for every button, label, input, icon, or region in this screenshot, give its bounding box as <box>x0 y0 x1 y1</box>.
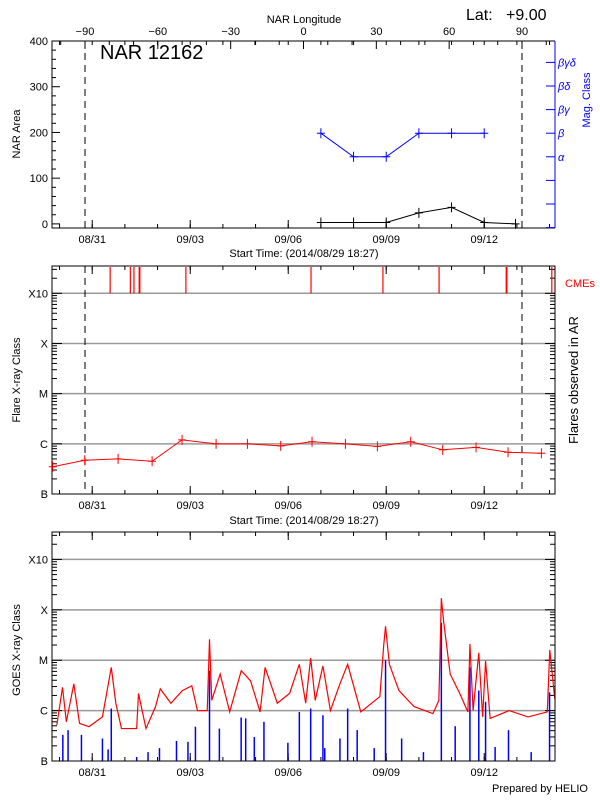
area-point <box>382 217 391 228</box>
flare-point <box>80 455 89 466</box>
flare-point <box>178 434 187 445</box>
mag-class-line <box>320 132 485 158</box>
panel1-y-axis-title: NAR Area <box>11 109 23 159</box>
area-point <box>414 207 423 218</box>
mag-class-tick-label: βγδ <box>557 57 577 69</box>
panel3-y-tick-label: X <box>41 605 49 617</box>
flare-point <box>276 440 285 451</box>
flare-point <box>504 447 513 458</box>
flare-point <box>114 453 123 464</box>
panel2-y-tick-label: C <box>40 439 48 451</box>
flare-point <box>48 461 57 472</box>
panel2-x-axis-title: Start Time: (2014/08/29 18:27) <box>229 515 378 527</box>
panel3-x-tick-label: 09/06 <box>274 767 302 779</box>
flare-point <box>373 441 382 452</box>
panel1-x-tick-label: 09/09 <box>372 234 400 246</box>
panel3-x-tick-label: 08/31 <box>78 767 106 779</box>
panel1-frame <box>51 40 555 229</box>
mag-class-tick-label: βδ <box>557 81 571 93</box>
goes-long-line <box>56 598 556 731</box>
cme-label: CMEs <box>565 278 595 290</box>
panel1-y2-axis-title: Mag. Class <box>581 72 593 128</box>
panel3-y-tick-label: M <box>39 655 48 667</box>
flare-point <box>308 436 317 447</box>
panel2-x-tick-label: 09/09 <box>372 500 400 512</box>
longitude-tick-label: 60 <box>443 26 455 38</box>
flare-point <box>148 456 157 467</box>
panel2-y-tick-label: M <box>39 389 48 401</box>
panel2-x-tick-label: 09/12 <box>470 500 498 512</box>
mag-class-tick-label: β <box>557 128 565 140</box>
panel1-x-axis-title: Start Time: (2014/08/29 18:27) <box>229 248 378 260</box>
longitude-tick-label: −30 <box>221 26 240 38</box>
panel3-frame <box>51 531 556 762</box>
longitude-tick-label: −60 <box>149 26 168 38</box>
area-point <box>511 218 520 229</box>
area-line <box>320 206 516 225</box>
longitude-tick-label: 30 <box>370 26 382 38</box>
prepared-by-credit: Prepared by HELIO <box>492 783 588 795</box>
longitude-tick-label: −90 <box>76 26 95 38</box>
area-point <box>447 202 456 213</box>
panel2-y-tick-label: X <box>41 338 49 350</box>
panel1-x-tick-label: 09/06 <box>274 234 302 246</box>
panel2-x-tick-label: 09/06 <box>274 500 302 512</box>
latitude-label: Lat: <box>466 7 493 24</box>
flare-point <box>438 444 447 455</box>
panel3-x-tick-label: 09/12 <box>470 767 498 779</box>
mag-class-point <box>349 151 358 162</box>
region-title: NAR 12162 <box>100 42 203 64</box>
longitude-tick-label: 90 <box>516 26 528 38</box>
area-point <box>349 217 358 228</box>
latitude-value: +9.00 <box>506 7 547 24</box>
area-tick-label: 0 <box>42 219 48 231</box>
panel2-y-tick-label: B <box>41 489 48 501</box>
mag-class-point <box>316 128 325 139</box>
area-point <box>316 217 325 228</box>
panel1-x-tick-label: 09/03 <box>176 234 204 246</box>
mag-class-tick-label: βγ <box>557 105 571 117</box>
panel1-x-tick-label: 09/12 <box>470 234 498 246</box>
mag-class-point <box>447 128 456 139</box>
panel2-y-tick-label: X10 <box>28 288 48 300</box>
flare-class-line <box>52 439 542 468</box>
panel2-x-tick-label: 09/03 <box>176 500 204 512</box>
panel2-frame <box>51 265 556 495</box>
area-tick-label: 300 <box>30 82 48 94</box>
flare-point <box>341 438 350 449</box>
mag-class-tick-label: α <box>558 152 565 164</box>
area-point <box>480 217 489 228</box>
panel2-y2-axis-title: Flares observed in AR <box>566 316 581 444</box>
panel3-y-tick-label: X10 <box>28 554 48 566</box>
mag-class-point <box>414 128 423 139</box>
flare-point <box>472 442 481 453</box>
area-tick-label: 400 <box>30 36 48 48</box>
panel3-y-tick-label: C <box>40 706 48 718</box>
panel1-x-tick-label: 08/31 <box>78 234 106 246</box>
panel3-y-tick-label: B <box>41 756 48 768</box>
longitude-tick-label: 0 <box>300 26 306 38</box>
panel3-x-tick-label: 09/09 <box>372 767 400 779</box>
area-tick-label: 100 <box>30 173 48 185</box>
panel3-y-axis-title: GOES X-ray Class <box>11 604 23 696</box>
top-longitude-axis-title: NAR Longitude <box>267 14 342 26</box>
flare-point <box>406 436 415 447</box>
area-tick-label: 200 <box>30 127 48 139</box>
flare-point <box>212 438 221 449</box>
panel2-x-tick-label: 08/31 <box>78 500 106 512</box>
mag-class-point <box>382 151 391 162</box>
mag-class-point <box>480 128 489 139</box>
panel2-y-axis-title: Flare X-ray Class <box>11 337 23 422</box>
panel3-x-tick-label: 09/03 <box>176 767 204 779</box>
flare-point <box>537 448 546 459</box>
flare-point <box>243 438 252 449</box>
